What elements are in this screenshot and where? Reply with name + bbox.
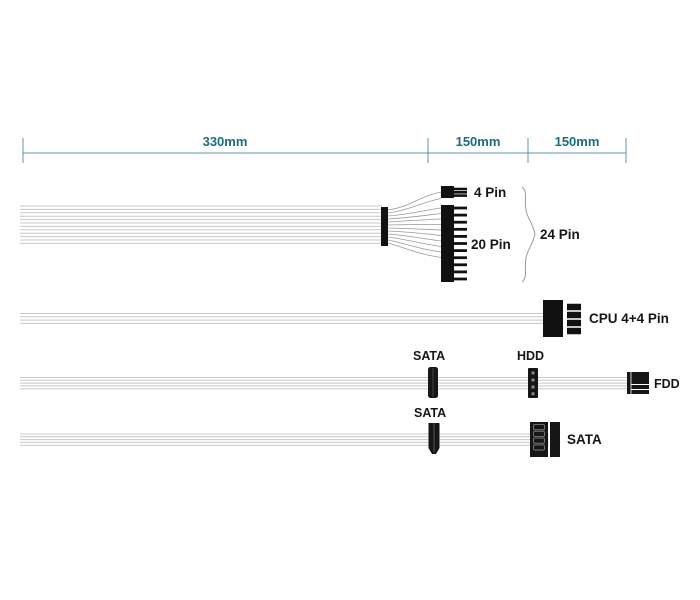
svg-text:20 Pin: 20 Pin <box>471 237 511 252</box>
svg-text:CPU 4+4 Pin: CPU 4+4 Pin <box>589 311 669 326</box>
svg-text:SATA: SATA <box>413 349 445 363</box>
svg-text:24 Pin: 24 Pin <box>540 227 580 242</box>
svg-text:SATA: SATA <box>567 432 602 447</box>
svg-text:FDD: FDD <box>654 377 680 391</box>
svg-text:4 Pin: 4 Pin <box>474 185 506 200</box>
svg-text:150mm: 150mm <box>456 134 501 149</box>
svg-text:330mm: 330mm <box>203 134 248 149</box>
svg-text:HDD: HDD <box>517 349 544 363</box>
svg-text:SATA: SATA <box>414 406 446 420</box>
svg-text:150mm: 150mm <box>555 134 600 149</box>
